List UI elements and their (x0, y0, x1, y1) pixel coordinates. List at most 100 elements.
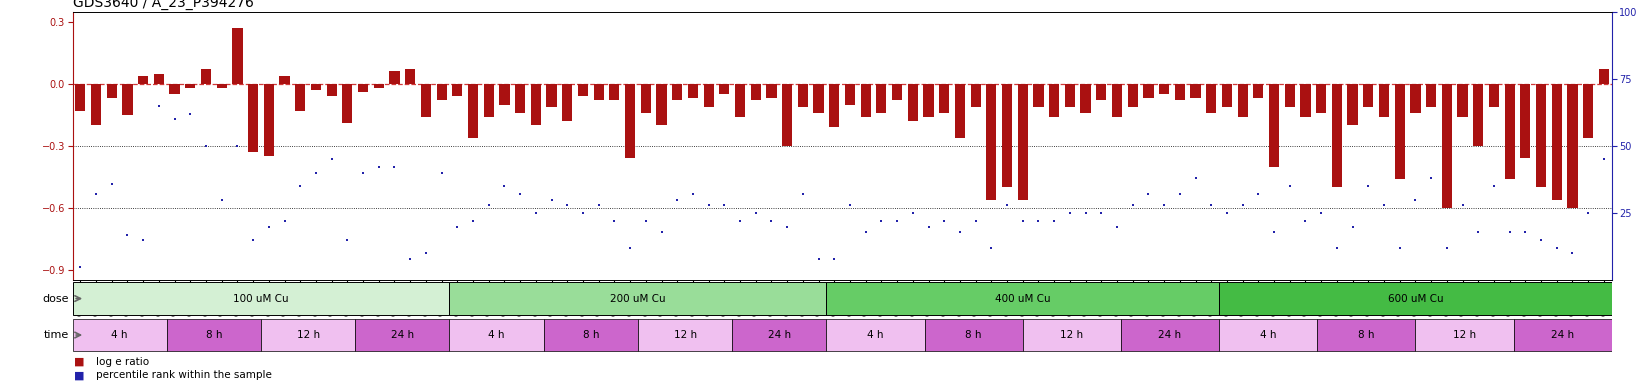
Bar (452, 84, 463, 96)
Bar (450, 319, 544, 351)
Bar (578, 84, 588, 96)
Bar (687, 84, 699, 98)
Bar (1519, 84, 1531, 158)
Bar (766, 84, 776, 98)
Bar (1269, 84, 1279, 167)
Bar (656, 84, 666, 125)
Bar (1536, 84, 1546, 187)
Bar (107, 84, 117, 98)
Bar (562, 84, 572, 121)
Bar (1220, 282, 1612, 315)
Bar (939, 84, 949, 113)
Bar (593, 84, 603, 101)
Bar (122, 84, 132, 115)
Bar (1121, 319, 1220, 351)
Text: 12 h: 12 h (674, 330, 697, 340)
Bar (1332, 84, 1341, 187)
Text: 8 h: 8 h (583, 330, 600, 340)
Bar (356, 319, 450, 351)
Bar (1285, 84, 1295, 107)
Bar (249, 84, 259, 152)
Bar (76, 84, 86, 111)
Bar (971, 84, 981, 107)
Bar (166, 319, 260, 351)
Bar (735, 84, 745, 117)
Bar (625, 84, 634, 158)
Bar (1488, 84, 1500, 107)
Bar (860, 84, 870, 117)
Bar (544, 319, 638, 351)
Bar (358, 84, 368, 92)
Bar (295, 84, 305, 111)
Bar (260, 319, 356, 351)
Bar (185, 84, 196, 88)
Bar (1473, 84, 1483, 146)
Bar (1033, 84, 1043, 107)
Bar (170, 84, 180, 94)
Bar (531, 84, 541, 125)
Bar (1065, 84, 1074, 107)
Bar (138, 76, 148, 84)
Text: ■: ■ (74, 371, 84, 381)
Bar (1018, 84, 1028, 200)
Bar (1002, 84, 1012, 187)
Bar (547, 84, 557, 107)
Bar (925, 319, 1023, 351)
Bar (1050, 84, 1060, 117)
Text: 8 h: 8 h (1358, 330, 1374, 340)
Text: 8 h: 8 h (206, 330, 222, 340)
Bar (1221, 84, 1233, 107)
Bar (153, 74, 165, 84)
Bar (1317, 84, 1327, 113)
Bar (73, 319, 166, 351)
Bar (516, 84, 526, 113)
Bar (1394, 84, 1404, 179)
Bar (405, 70, 415, 84)
Bar (798, 84, 808, 107)
Bar (343, 84, 353, 123)
Bar (1442, 84, 1452, 208)
Bar (216, 84, 227, 88)
Bar (326, 84, 336, 96)
Text: percentile rank within the sample: percentile rank within the sample (96, 371, 272, 381)
Text: 100 uM Cu: 100 uM Cu (232, 293, 288, 304)
Text: GDS3640 / A_23_P394276: GDS3640 / A_23_P394276 (73, 0, 254, 10)
Text: time: time (44, 330, 69, 340)
Bar (311, 84, 321, 90)
Bar (1411, 84, 1421, 113)
Bar (483, 84, 494, 117)
Bar (1457, 84, 1468, 117)
Bar (437, 84, 447, 101)
Bar (1552, 84, 1562, 200)
Bar (450, 282, 826, 315)
Text: 4 h: 4 h (1261, 330, 1277, 340)
Bar (1379, 84, 1389, 117)
Bar (610, 84, 620, 101)
Bar (1599, 70, 1608, 84)
Bar (1159, 84, 1168, 94)
Text: 4 h: 4 h (112, 330, 129, 340)
Bar (1426, 84, 1435, 107)
Bar (420, 84, 432, 117)
Text: 4 h: 4 h (488, 330, 504, 340)
Text: 24 h: 24 h (1159, 330, 1182, 340)
Bar (704, 84, 714, 107)
Bar (638, 319, 732, 351)
Bar (1112, 84, 1122, 117)
Text: 12 h: 12 h (1454, 330, 1477, 340)
Bar (750, 84, 761, 101)
Bar (1220, 319, 1317, 351)
Bar (1096, 84, 1106, 101)
Bar (1023, 319, 1121, 351)
Text: 8 h: 8 h (966, 330, 982, 340)
Text: 24 h: 24 h (1551, 330, 1574, 340)
Bar (1348, 84, 1358, 125)
Text: ■: ■ (74, 357, 84, 367)
Text: 24 h: 24 h (768, 330, 791, 340)
Bar (264, 84, 274, 156)
Text: 4 h: 4 h (867, 330, 883, 340)
Bar (826, 282, 1220, 315)
Bar (280, 76, 290, 84)
Bar (845, 84, 855, 104)
Bar (732, 319, 826, 351)
